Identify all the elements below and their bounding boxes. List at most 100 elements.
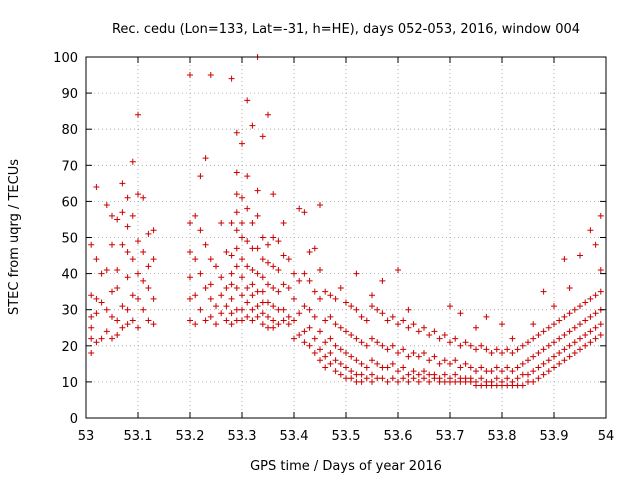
data-point: [140, 277, 147, 284]
data-point: [597, 266, 604, 273]
data-point: [353, 378, 360, 385]
data-point: [109, 288, 115, 295]
data-point: [244, 97, 251, 104]
data-point: [275, 238, 282, 245]
y-tick-label: 90: [61, 87, 78, 102]
data-point: [343, 328, 349, 335]
data-point: [140, 248, 147, 255]
data-point: [441, 331, 448, 338]
data-point: [233, 227, 240, 234]
y-tick-label: 60: [61, 195, 78, 210]
data-point: [400, 364, 407, 371]
data-point: [582, 317, 589, 324]
data-point: [519, 382, 526, 389]
data-point: [379, 342, 386, 349]
y-tick-label: 100: [53, 51, 78, 66]
data-point: [207, 281, 214, 288]
data-point: [213, 263, 219, 270]
data-point: [140, 306, 147, 313]
data-point: [556, 350, 563, 357]
data-point: [592, 335, 599, 342]
data-point: [129, 158, 136, 165]
data-point: [493, 382, 500, 389]
data-point: [415, 371, 422, 378]
data-point: [119, 209, 126, 216]
data-point: [473, 382, 479, 389]
data-point: [124, 321, 131, 328]
data-point: [410, 368, 417, 375]
data-point: [577, 346, 583, 353]
data-point: [228, 321, 235, 328]
data-point: [322, 317, 329, 324]
data-point: [540, 288, 547, 295]
data-point: [447, 339, 453, 346]
data-point: [135, 111, 141, 118]
data-point: [317, 266, 323, 273]
data-point: [457, 378, 464, 385]
x-tick-label: 53: [78, 429, 95, 444]
data-point: [504, 364, 511, 371]
data-point: [301, 303, 308, 310]
data-point: [493, 364, 500, 371]
data-point: [571, 324, 578, 331]
data-point: [254, 270, 261, 277]
data-point: [88, 350, 95, 357]
data-point: [239, 292, 245, 299]
data-point: [233, 317, 240, 324]
data-point: [369, 357, 375, 364]
data-point: [265, 241, 271, 248]
data-point: [135, 270, 141, 277]
data-point: [535, 364, 542, 371]
data-point: [249, 245, 256, 252]
data-point: [254, 212, 261, 219]
data-point: [587, 227, 594, 234]
data-point: [213, 303, 219, 310]
data-point: [114, 266, 121, 273]
data-point: [343, 364, 349, 371]
data-point: [431, 375, 438, 382]
data-point: [348, 353, 355, 360]
data-point: [395, 378, 401, 385]
data-point: [488, 350, 495, 357]
data-point: [384, 378, 391, 385]
data-point: [192, 256, 199, 263]
data-point: [285, 285, 292, 292]
data-point: [493, 346, 500, 353]
data-point: [244, 205, 251, 212]
x-tick-label: 54: [598, 429, 615, 444]
data-point: [353, 357, 360, 364]
data-point: [597, 288, 604, 295]
data-point: [519, 360, 526, 367]
data-point: [530, 368, 537, 375]
data-point: [358, 339, 365, 346]
data-point: [332, 321, 339, 328]
data-point: [228, 75, 235, 82]
data-point: [577, 303, 583, 310]
data-point: [525, 378, 531, 385]
data-point: [337, 346, 344, 353]
data-point: [301, 328, 308, 335]
data-point: [540, 371, 547, 378]
data-point: [88, 335, 95, 342]
data-point: [447, 360, 453, 367]
data-point: [374, 339, 381, 346]
data-point: [228, 252, 235, 259]
data-point: [88, 292, 95, 299]
data-point: [327, 350, 334, 357]
data-point: [322, 339, 329, 346]
data-point: [577, 335, 583, 342]
y-tick-label: 40: [61, 268, 78, 283]
data-point: [571, 339, 578, 346]
data-point: [369, 371, 375, 378]
data-point: [233, 129, 240, 136]
data-point: [280, 252, 287, 259]
data-point: [98, 335, 105, 342]
data-point: [265, 313, 271, 320]
data-point: [504, 346, 511, 353]
data-point: [322, 364, 329, 371]
data-point: [223, 303, 230, 310]
data-point: [509, 368, 516, 375]
data-point: [597, 212, 604, 219]
data-point: [285, 256, 292, 263]
data-point: [358, 360, 365, 367]
